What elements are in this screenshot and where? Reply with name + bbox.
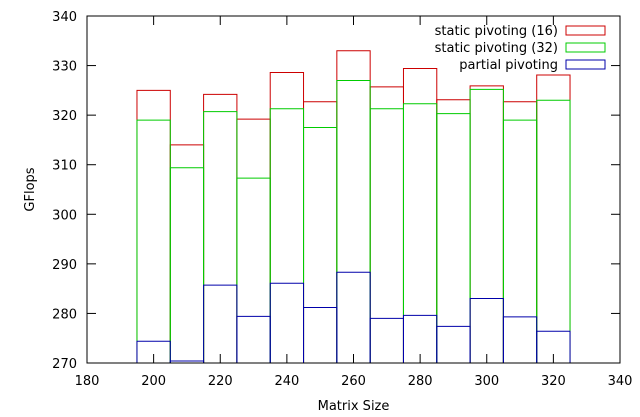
- x-axis: 180 200 220 240 260 280 300 320 340: [75, 16, 633, 389]
- x-tick-label: 240: [274, 374, 299, 389]
- y-tick-label: 280: [52, 307, 77, 322]
- x-tick-label: 280: [408, 374, 433, 389]
- bar: [236, 177, 271, 363]
- y-axis-title: GFlops: [23, 167, 38, 211]
- legend-swatch: [565, 59, 606, 70]
- legend-swatch: [565, 42, 606, 53]
- y-tick-label: 300: [52, 208, 77, 223]
- x-tick-label: 180: [75, 374, 100, 389]
- bar: [136, 340, 171, 363]
- bar: [469, 88, 504, 363]
- bar: [336, 79, 371, 363]
- bar: [402, 103, 438, 363]
- y-axis: 270 280 290 300 310 320 330 340: [52, 10, 620, 372]
- x-tick-label: 320: [541, 374, 566, 389]
- x-tick-label: 340: [608, 374, 633, 389]
- series-3: [136, 271, 571, 363]
- y-tick-label: 330: [52, 60, 77, 75]
- bar: [336, 50, 371, 363]
- bar: [169, 144, 205, 363]
- bar: [203, 284, 238, 363]
- bar: [136, 89, 171, 363]
- legend-item: static pivoting (16): [435, 24, 606, 39]
- bar: [336, 271, 371, 363]
- bar: [402, 68, 438, 363]
- series-2: [136, 79, 571, 363]
- y-tick-label: 340: [52, 10, 77, 25]
- bar: [502, 119, 538, 363]
- bar: [303, 101, 338, 363]
- x-axis-title: Matrix Size: [318, 399, 390, 414]
- bar: [469, 298, 504, 363]
- bar: [236, 118, 271, 363]
- bar: [269, 108, 305, 363]
- bar: [469, 85, 504, 363]
- bar: [436, 99, 471, 363]
- legend: static pivoting (16) static pivoting (32)…: [435, 24, 606, 73]
- series-layer: [136, 50, 571, 363]
- x-tick-label: 200: [141, 374, 166, 389]
- legend-label: static pivoting (16): [435, 24, 558, 39]
- bar: [303, 127, 338, 363]
- y-tick-label: 320: [52, 109, 77, 124]
- bar: [236, 315, 271, 363]
- bar: [303, 306, 338, 363]
- x-tick-label: 300: [474, 374, 499, 389]
- bar: [269, 282, 305, 363]
- bar: [369, 317, 404, 363]
- legend-label: static pivoting (32): [435, 41, 558, 56]
- bar: [536, 330, 571, 363]
- y-tick-label: 290: [52, 258, 77, 273]
- bar: [169, 167, 205, 363]
- legend-item: static pivoting (32): [435, 41, 606, 56]
- x-tick-label: 260: [341, 374, 366, 389]
- bar: [436, 113, 471, 363]
- bar: [536, 99, 571, 363]
- x-tick-label: 220: [208, 374, 233, 389]
- bar: [203, 93, 238, 363]
- bar: [369, 86, 404, 363]
- y-tick-label: 270: [52, 357, 77, 372]
- series-1: [136, 50, 571, 363]
- bar: [536, 74, 571, 363]
- bar: [436, 325, 471, 363]
- bar: [136, 119, 171, 363]
- bar: [369, 108, 404, 363]
- bar: [203, 111, 238, 363]
- y-tick-label: 310: [52, 159, 77, 174]
- bar: [502, 316, 538, 363]
- bar: [502, 101, 538, 363]
- legend-item: partial pivoting: [459, 58, 606, 73]
- bar: [269, 72, 305, 363]
- legend-swatch: [565, 25, 606, 36]
- legend-label: partial pivoting: [459, 58, 558, 73]
